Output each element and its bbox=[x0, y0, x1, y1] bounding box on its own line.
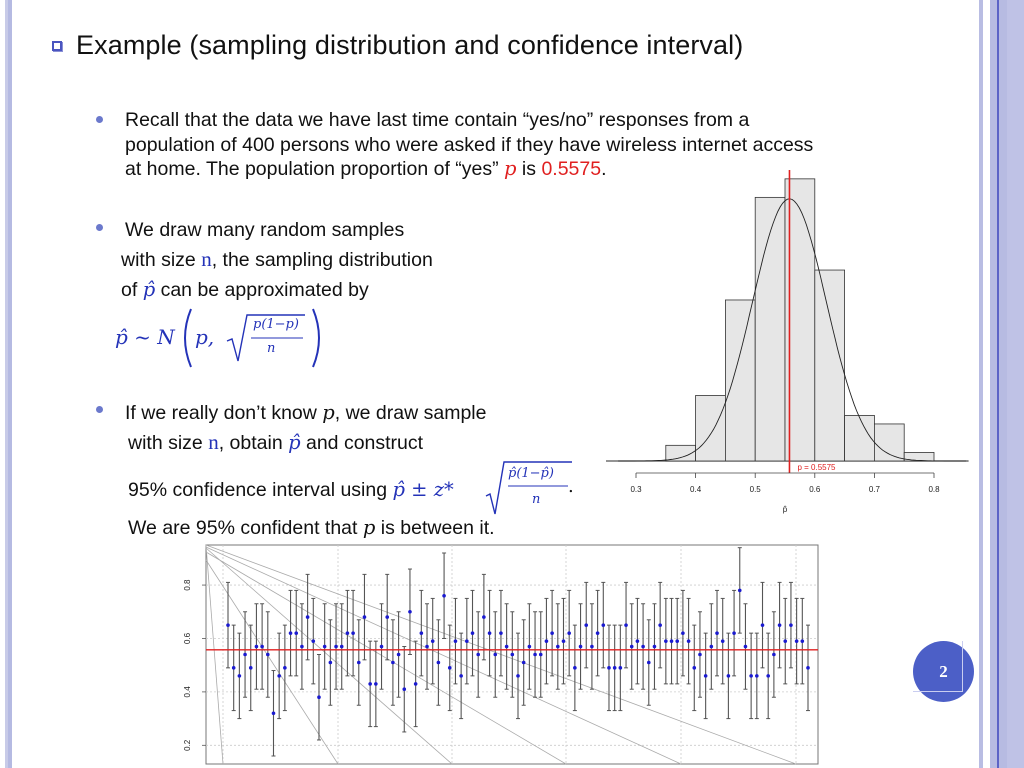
frame-stripe-right-edge bbox=[1007, 0, 1024, 768]
frame-stripe-left-inner bbox=[8, 0, 12, 768]
sampling-distribution-formula: p̂ ~ N p, p(1−p) n bbox=[115, 305, 325, 371]
bullet-ci-line-3: 95% confidence interval using p̂ ± z* bbox=[128, 478, 454, 501]
bullet-sampling-line-1: We draw many random samples bbox=[125, 219, 405, 241]
bullet-dot-icon bbox=[96, 406, 103, 413]
svg-text:0.4: 0.4 bbox=[183, 686, 192, 698]
svg-text:p = 0.5575: p = 0.5575 bbox=[797, 463, 836, 472]
frame-stripe-right-line bbox=[997, 0, 999, 768]
bullet-sampling-line-2: with size n, the sampling distribution bbox=[121, 247, 433, 271]
square-bullet-icon bbox=[52, 40, 62, 51]
confidence-interval-plot: 0.2 0.4 0.6 0.8 bbox=[183, 544, 819, 765]
svg-text:0.6: 0.6 bbox=[183, 632, 192, 644]
bullet-dot-icon bbox=[96, 116, 103, 123]
bullet-sampling: We draw many random samples with size n,… bbox=[121, 216, 433, 305]
bullet-recall-line-3: at home. The population proportion of “y… bbox=[125, 157, 607, 180]
bullet-ci-line-1: If we really don’t know p, we draw sampl… bbox=[125, 401, 487, 424]
title-text: Example (sampling distribution and confi… bbox=[76, 30, 744, 60]
bullet-ci-line-2: with size n, obtain p̂ and construct bbox=[128, 430, 424, 454]
formula-brackets bbox=[184, 308, 320, 368]
bullet-recall-line-1: Recall that the data we have last time c… bbox=[125, 109, 750, 131]
bullet-recall-line-2: population of 400 persons who were asked… bbox=[125, 133, 814, 156]
bullet-sampling-line-3: of p̂ can be approximated by bbox=[121, 278, 369, 301]
p-symbol: p bbox=[504, 157, 517, 180]
frame-stripe-right-thin bbox=[979, 0, 983, 768]
ci-formula: p̂ ± z* bbox=[392, 478, 454, 501]
svg-text:0.2: 0.2 bbox=[183, 739, 192, 751]
sampling-distribution-histogram: p = 0.5575 0.3 0.4 0.5 0.6 0.7 0.8 p̂ bbox=[606, 170, 969, 514]
bullet-dot-icon bbox=[96, 224, 103, 231]
p-value: 0.5575 bbox=[541, 158, 602, 180]
page-number: 2 bbox=[939, 661, 948, 681]
slide-title: Example (sampling distribution and confi… bbox=[52, 30, 743, 61]
bullet-ci-line-4: We are 95% confident that p is between i… bbox=[128, 516, 495, 539]
svg-text:0.4: 0.4 bbox=[690, 485, 702, 494]
svg-text:p̂: p̂ bbox=[783, 505, 788, 514]
bullet-ci: If we really don’t know p, we draw sampl… bbox=[125, 398, 486, 458]
svg-text:0.6: 0.6 bbox=[809, 485, 821, 494]
svg-text:0.3: 0.3 bbox=[630, 485, 642, 494]
page-number-badge: 2 bbox=[913, 641, 974, 702]
svg-text:0.8: 0.8 bbox=[928, 485, 940, 494]
svg-text:0.5: 0.5 bbox=[750, 485, 762, 494]
svg-text:0.8: 0.8 bbox=[183, 579, 192, 591]
frame-stripe-left bbox=[5, 0, 8, 768]
bullet-recall: Recall that the data we have last time c… bbox=[125, 108, 813, 182]
svg-text:0.7: 0.7 bbox=[869, 485, 881, 494]
ci-sqrt-formula: p̂(1−p̂) n . bbox=[480, 458, 590, 518]
